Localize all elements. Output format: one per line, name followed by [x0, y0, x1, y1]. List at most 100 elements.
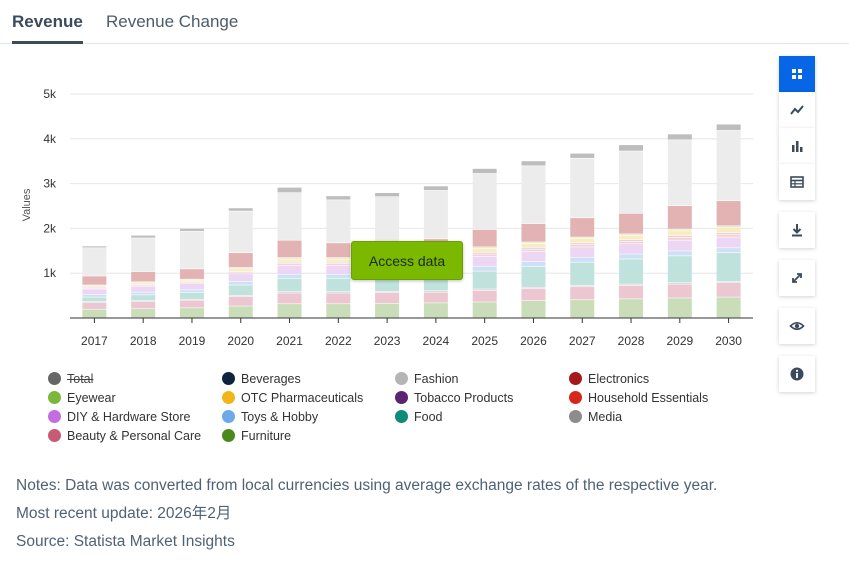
- bar-segment[interactable]: [375, 278, 400, 291]
- legend-item-furniture[interactable]: Furniture: [222, 426, 291, 445]
- bar-segment[interactable]: [716, 227, 741, 233]
- bar-segment[interactable]: [570, 300, 595, 318]
- bar-segment[interactable]: [375, 291, 400, 293]
- bar-segment[interactable]: [423, 292, 448, 303]
- bar-segment[interactable]: [472, 302, 497, 318]
- bar-segment[interactable]: [521, 166, 546, 224]
- bar-segment[interactable]: [228, 267, 253, 269]
- bar-segment[interactable]: [521, 161, 546, 166]
- bar-segment[interactable]: [82, 276, 107, 285]
- bar-segment[interactable]: [82, 297, 107, 302]
- bar-segment[interactable]: [716, 232, 741, 235]
- preview-button[interactable]: [779, 308, 815, 344]
- legend-item-beauty-personal-care[interactable]: Beauty & Personal Care: [48, 426, 201, 445]
- bar-chart-button[interactable]: [779, 128, 815, 164]
- bar-segment[interactable]: [716, 283, 741, 297]
- table-button[interactable]: [779, 164, 815, 200]
- bar-segment[interactable]: [619, 234, 644, 235]
- bar-segment[interactable]: [326, 292, 351, 293]
- bar-stack-2026[interactable]: [521, 161, 546, 318]
- bar-segment[interactable]: [716, 124, 741, 131]
- bar-segment[interactable]: [82, 289, 107, 295]
- bar-segment[interactable]: [179, 308, 204, 318]
- bar-segment[interactable]: [472, 247, 497, 248]
- bar-segment[interactable]: [375, 197, 400, 243]
- bar-segment[interactable]: [667, 240, 692, 251]
- bar-segment[interactable]: [277, 193, 302, 240]
- bar-segment[interactable]: [326, 259, 351, 262]
- bar-segment[interactable]: [667, 206, 692, 229]
- bar-segment[interactable]: [228, 296, 253, 306]
- legend-item-electronics[interactable]: Electronics: [569, 369, 649, 388]
- bar-segment[interactable]: [472, 229, 497, 247]
- bar-segment[interactable]: [619, 235, 644, 240]
- bar-segment[interactable]: [326, 200, 351, 243]
- bar-segment[interactable]: [228, 208, 253, 211]
- bar-segment[interactable]: [277, 187, 302, 193]
- bar-stack-2018[interactable]: [131, 235, 156, 318]
- bar-segment[interactable]: [326, 293, 351, 304]
- bar-segment[interactable]: [326, 243, 351, 258]
- bar-segment[interactable]: [667, 256, 692, 283]
- line-chart-button[interactable]: [779, 92, 815, 128]
- legend-item-beverages[interactable]: Beverages: [222, 369, 301, 388]
- info-button[interactable]: [779, 356, 815, 392]
- bar-segment[interactable]: [521, 262, 546, 267]
- bar-segment[interactable]: [277, 265, 302, 274]
- bar-stack-2029[interactable]: [667, 134, 692, 318]
- bar-segment[interactable]: [131, 238, 156, 272]
- bar-segment[interactable]: [472, 254, 497, 257]
- bar-segment[interactable]: [570, 262, 595, 286]
- bar-segment[interactable]: [326, 196, 351, 200]
- bar-segment[interactable]: [375, 292, 400, 304]
- bar-segment[interactable]: [570, 257, 595, 262]
- bar-segment[interactable]: [277, 257, 302, 259]
- bar-segment[interactable]: [570, 244, 595, 247]
- bar-stack-2017[interactable]: [82, 246, 107, 318]
- legend-item-media[interactable]: Media: [569, 407, 622, 426]
- bar-segment[interactable]: [570, 287, 595, 300]
- bar-segment[interactable]: [570, 238, 595, 243]
- legend-item-fashion[interactable]: Fashion: [395, 369, 458, 388]
- bar-segment[interactable]: [619, 259, 644, 284]
- bar-segment[interactable]: [179, 292, 204, 300]
- bar-segment[interactable]: [131, 235, 156, 238]
- bar-segment[interactable]: [277, 262, 302, 264]
- bar-segment[interactable]: [228, 285, 253, 295]
- bar-stack-2027[interactable]: [570, 153, 595, 318]
- bar-segment[interactable]: [521, 288, 546, 301]
- bar-segment[interactable]: [82, 286, 107, 287]
- bar-segment[interactable]: [472, 256, 497, 266]
- bar-segment[interactable]: [521, 247, 546, 249]
- bar-segment[interactable]: [667, 134, 692, 140]
- bar-segment[interactable]: [521, 243, 546, 248]
- bar-segment[interactable]: [667, 298, 692, 318]
- bar-segment[interactable]: [277, 292, 302, 293]
- bar-segment[interactable]: [570, 158, 595, 218]
- bar-segment[interactable]: [277, 304, 302, 318]
- bar-segment[interactable]: [326, 265, 351, 274]
- bar-segment[interactable]: [326, 274, 351, 278]
- grid-view-button[interactable]: [779, 56, 815, 92]
- tab-revenue[interactable]: Revenue: [12, 12, 83, 44]
- bar-stack-2028[interactable]: [619, 145, 644, 318]
- bar-stack-2021[interactable]: [277, 187, 302, 318]
- bar-segment[interactable]: [179, 283, 204, 290]
- bar-segment[interactable]: [179, 290, 204, 293]
- legend-item-otc-pharmaceuticals[interactable]: OTC Pharmaceuticals: [222, 388, 363, 407]
- bar-segment[interactable]: [570, 243, 595, 245]
- bar-segment[interactable]: [716, 281, 741, 283]
- bar-segment[interactable]: [375, 193, 400, 197]
- bar-segment[interactable]: [521, 251, 546, 262]
- bar-segment[interactable]: [472, 252, 497, 254]
- bar-segment[interactable]: [131, 292, 156, 295]
- bar-segment[interactable]: [277, 278, 302, 292]
- legend-item-diy-hardware[interactable]: DIY & Hardware Store: [48, 407, 190, 426]
- bar-segment[interactable]: [277, 259, 302, 262]
- bar-segment[interactable]: [179, 269, 204, 279]
- bar-segment[interactable]: [521, 300, 546, 318]
- tab-revenue-change[interactable]: Revenue Change: [106, 12, 239, 31]
- bar-segment[interactable]: [667, 140, 692, 206]
- legend-item-household-essentials[interactable]: Household Essentials: [569, 388, 708, 407]
- bar-segment[interactable]: [667, 251, 692, 256]
